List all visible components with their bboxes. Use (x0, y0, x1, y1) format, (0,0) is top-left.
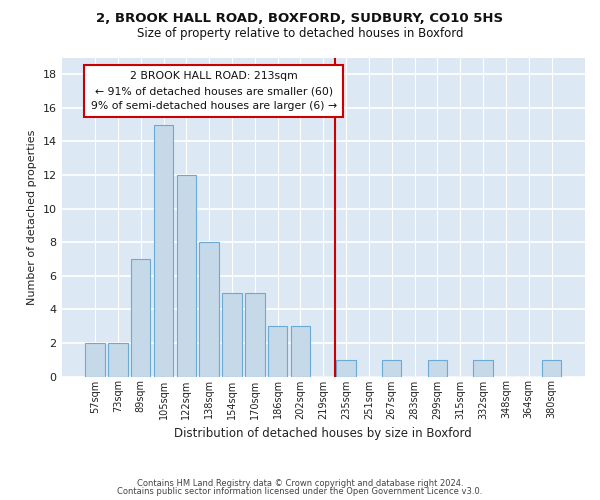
Bar (131, 259, 151, 376)
Bar (268, 326, 287, 376)
Bar (85, 343, 105, 376)
Bar (291, 326, 310, 376)
Bar (222, 292, 242, 376)
Bar (108, 343, 128, 376)
Bar (154, 124, 173, 376)
Text: Contains HM Land Registry data © Crown copyright and database right 2024.: Contains HM Land Registry data © Crown c… (137, 478, 463, 488)
Bar (245, 292, 265, 376)
X-axis label: Distribution of detached houses by size in Boxford: Distribution of detached houses by size … (175, 427, 472, 440)
Bar (542, 360, 561, 376)
Y-axis label: Number of detached properties: Number of detached properties (27, 130, 37, 304)
Text: Contains public sector information licensed under the Open Government Licence v3: Contains public sector information licen… (118, 487, 482, 496)
Bar (428, 360, 447, 376)
Bar (176, 175, 196, 376)
Text: Size of property relative to detached houses in Boxford: Size of property relative to detached ho… (137, 28, 463, 40)
Bar (473, 360, 493, 376)
Bar (337, 360, 356, 376)
Text: 2 BROOK HALL ROAD: 213sqm
← 91% of detached houses are smaller (60)
9% of semi-d: 2 BROOK HALL ROAD: 213sqm ← 91% of detac… (91, 72, 337, 111)
Text: 2, BROOK HALL ROAD, BOXFORD, SUDBURY, CO10 5HS: 2, BROOK HALL ROAD, BOXFORD, SUDBURY, CO… (97, 12, 503, 26)
Bar (382, 360, 401, 376)
Bar (199, 242, 219, 376)
